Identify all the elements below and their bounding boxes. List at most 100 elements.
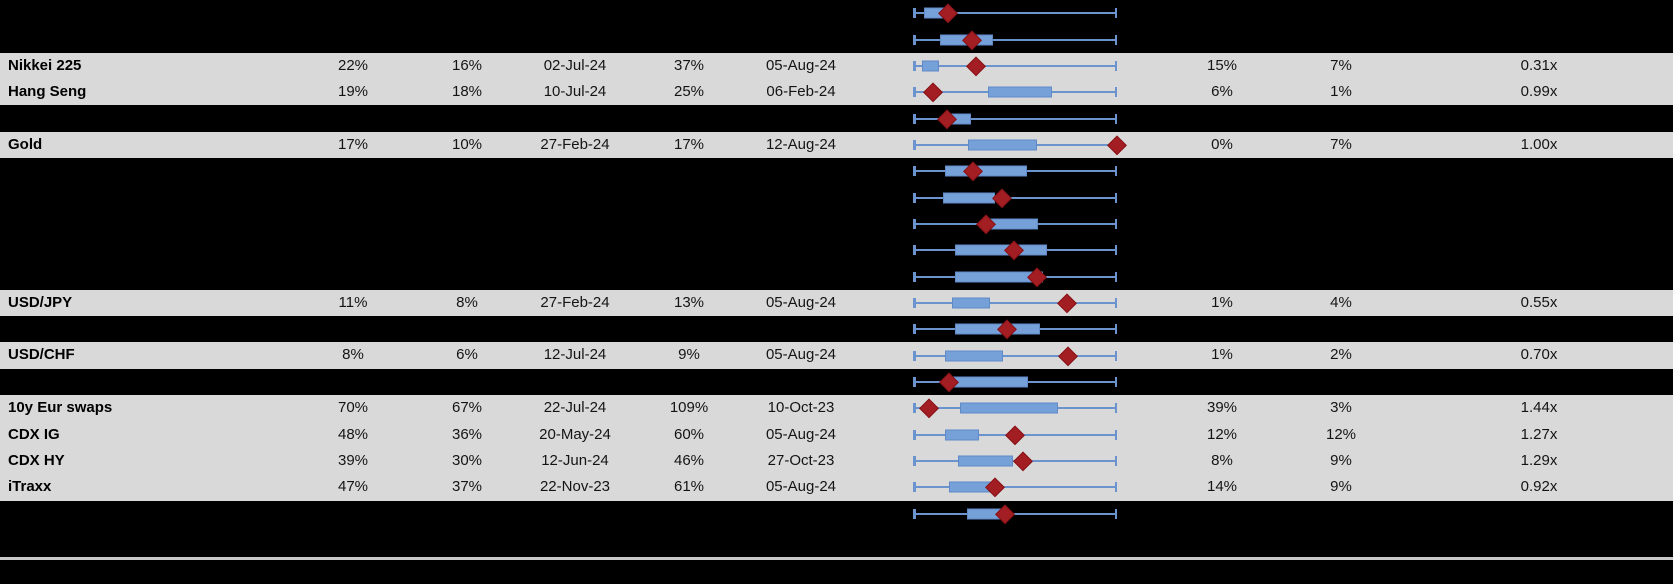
whisker-line (913, 38, 1117, 41)
whisker-cap-right (1114, 34, 1117, 45)
downside-value (1281, 105, 1401, 131)
range-boxplot (905, 184, 1125, 210)
whisker-cap-left (913, 456, 916, 467)
whisker-cap-left (913, 271, 916, 282)
table-row: iTraxx 47% 37% 22-Nov-23 61% 05-Aug-24 1… (0, 474, 1673, 501)
table-row (0, 500, 1673, 527)
whisker-cap-right (1114, 166, 1117, 177)
implied-realized-vol-value (1439, 501, 1639, 527)
upside-value: 1% (1211, 293, 1233, 311)
current-value: 11% (338, 293, 368, 311)
high-value (644, 263, 734, 289)
downside-value (1281, 0, 1401, 26)
table-row: Gold 17% 10% 27-Feb-24 17% 12-Aug-24 0% … (0, 131, 1673, 159)
high-date: 05-Aug-24 (765, 425, 837, 443)
whisker-cap-left (913, 376, 916, 387)
low-value (422, 211, 512, 237)
upside-value (1167, 211, 1277, 237)
low-date (515, 501, 635, 527)
low-date (515, 158, 635, 184)
range-box (945, 350, 1003, 362)
low-value: 6% (456, 346, 478, 364)
downside-value: 2% (1330, 346, 1352, 364)
implied-realized-vol-value (1439, 316, 1639, 342)
low-date: 22-Jul-24 (543, 399, 607, 417)
high-date: 12-Aug-24 (765, 135, 837, 153)
current-value (298, 211, 408, 237)
high-date (736, 0, 866, 26)
implied-realized-vol-value (1439, 0, 1639, 26)
range-boxplot (905, 237, 1125, 263)
low-date: 12-Jul-24 (543, 346, 607, 364)
whisker-cap-right (1114, 218, 1117, 229)
whisker-cap-left (913, 166, 916, 177)
low-value: 37% (451, 478, 483, 496)
low-date: 02-Jul-24 (543, 56, 607, 74)
table-row (0, 184, 1673, 211)
high-value: 25% (673, 83, 705, 101)
whisker-cap-left (913, 34, 916, 45)
whisker-cap-left (913, 8, 916, 19)
high-value (644, 26, 734, 52)
low-value (422, 501, 512, 527)
asset-name: CDX HY (8, 451, 65, 469)
whisker-cap-right (1114, 113, 1117, 124)
table-body: Nikkei 225 22% 16% 02-Jul-24 37% 05-Aug-… (0, 0, 1673, 527)
asset-name (8, 158, 288, 184)
range-boxplot (905, 316, 1125, 342)
range-boxplot (905, 395, 1125, 421)
low-value (422, 0, 512, 26)
current-value: 47% (337, 478, 369, 496)
upside-value (1167, 263, 1277, 289)
low-date (515, 369, 635, 395)
upside-value: 14% (1206, 478, 1238, 496)
low-date: 27-Feb-24 (540, 293, 610, 311)
low-value: 16% (451, 56, 483, 74)
current-value: 19% (337, 83, 369, 101)
current-value: 48% (337, 425, 369, 443)
table-row (0, 26, 1673, 53)
upside-value (1167, 0, 1277, 26)
range-box (955, 244, 1048, 256)
current-marker-icon (992, 188, 1012, 208)
asset-name (8, 26, 288, 52)
whisker-cap-right (1114, 456, 1117, 467)
low-date: 20-May-24 (539, 425, 611, 443)
bottom-divider (0, 557, 1673, 560)
whisker-line (913, 486, 1117, 489)
whisker-cap-left (913, 403, 916, 414)
low-value (422, 26, 512, 52)
asset-name: Gold (8, 135, 43, 153)
downside-value (1281, 263, 1401, 289)
implied-realized-vol-value (1439, 369, 1639, 395)
asset-name: USD/CHF (8, 346, 75, 364)
high-value: 9% (678, 346, 700, 364)
low-value (422, 369, 512, 395)
whisker-cap-left (913, 113, 916, 124)
implied-realized-vol-value: 0.55x (1520, 293, 1558, 311)
current-marker-icon (1027, 267, 1047, 287)
downside-value (1281, 184, 1401, 210)
whisker-cap-right (1114, 271, 1117, 282)
current-value (298, 184, 408, 210)
high-value: 109% (669, 399, 709, 417)
table-row (0, 0, 1673, 27)
whisker-line (913, 354, 1117, 357)
range-box (959, 402, 1059, 414)
range-boxplot (905, 501, 1125, 527)
asset-name: Hang Seng (8, 83, 87, 101)
implied-realized-vol-value (1439, 26, 1639, 52)
downside-value: 7% (1330, 56, 1352, 74)
low-value (422, 158, 512, 184)
current-value (298, 263, 408, 289)
high-value (644, 211, 734, 237)
implied-realized-vol-value (1439, 184, 1639, 210)
high-date (736, 26, 866, 52)
low-value (422, 184, 512, 210)
whisker-cap-right (1114, 8, 1117, 19)
current-value: 70% (337, 399, 369, 417)
current-marker-icon (937, 109, 957, 129)
high-value (644, 184, 734, 210)
upside-value (1167, 105, 1277, 131)
asset-name (8, 501, 288, 527)
